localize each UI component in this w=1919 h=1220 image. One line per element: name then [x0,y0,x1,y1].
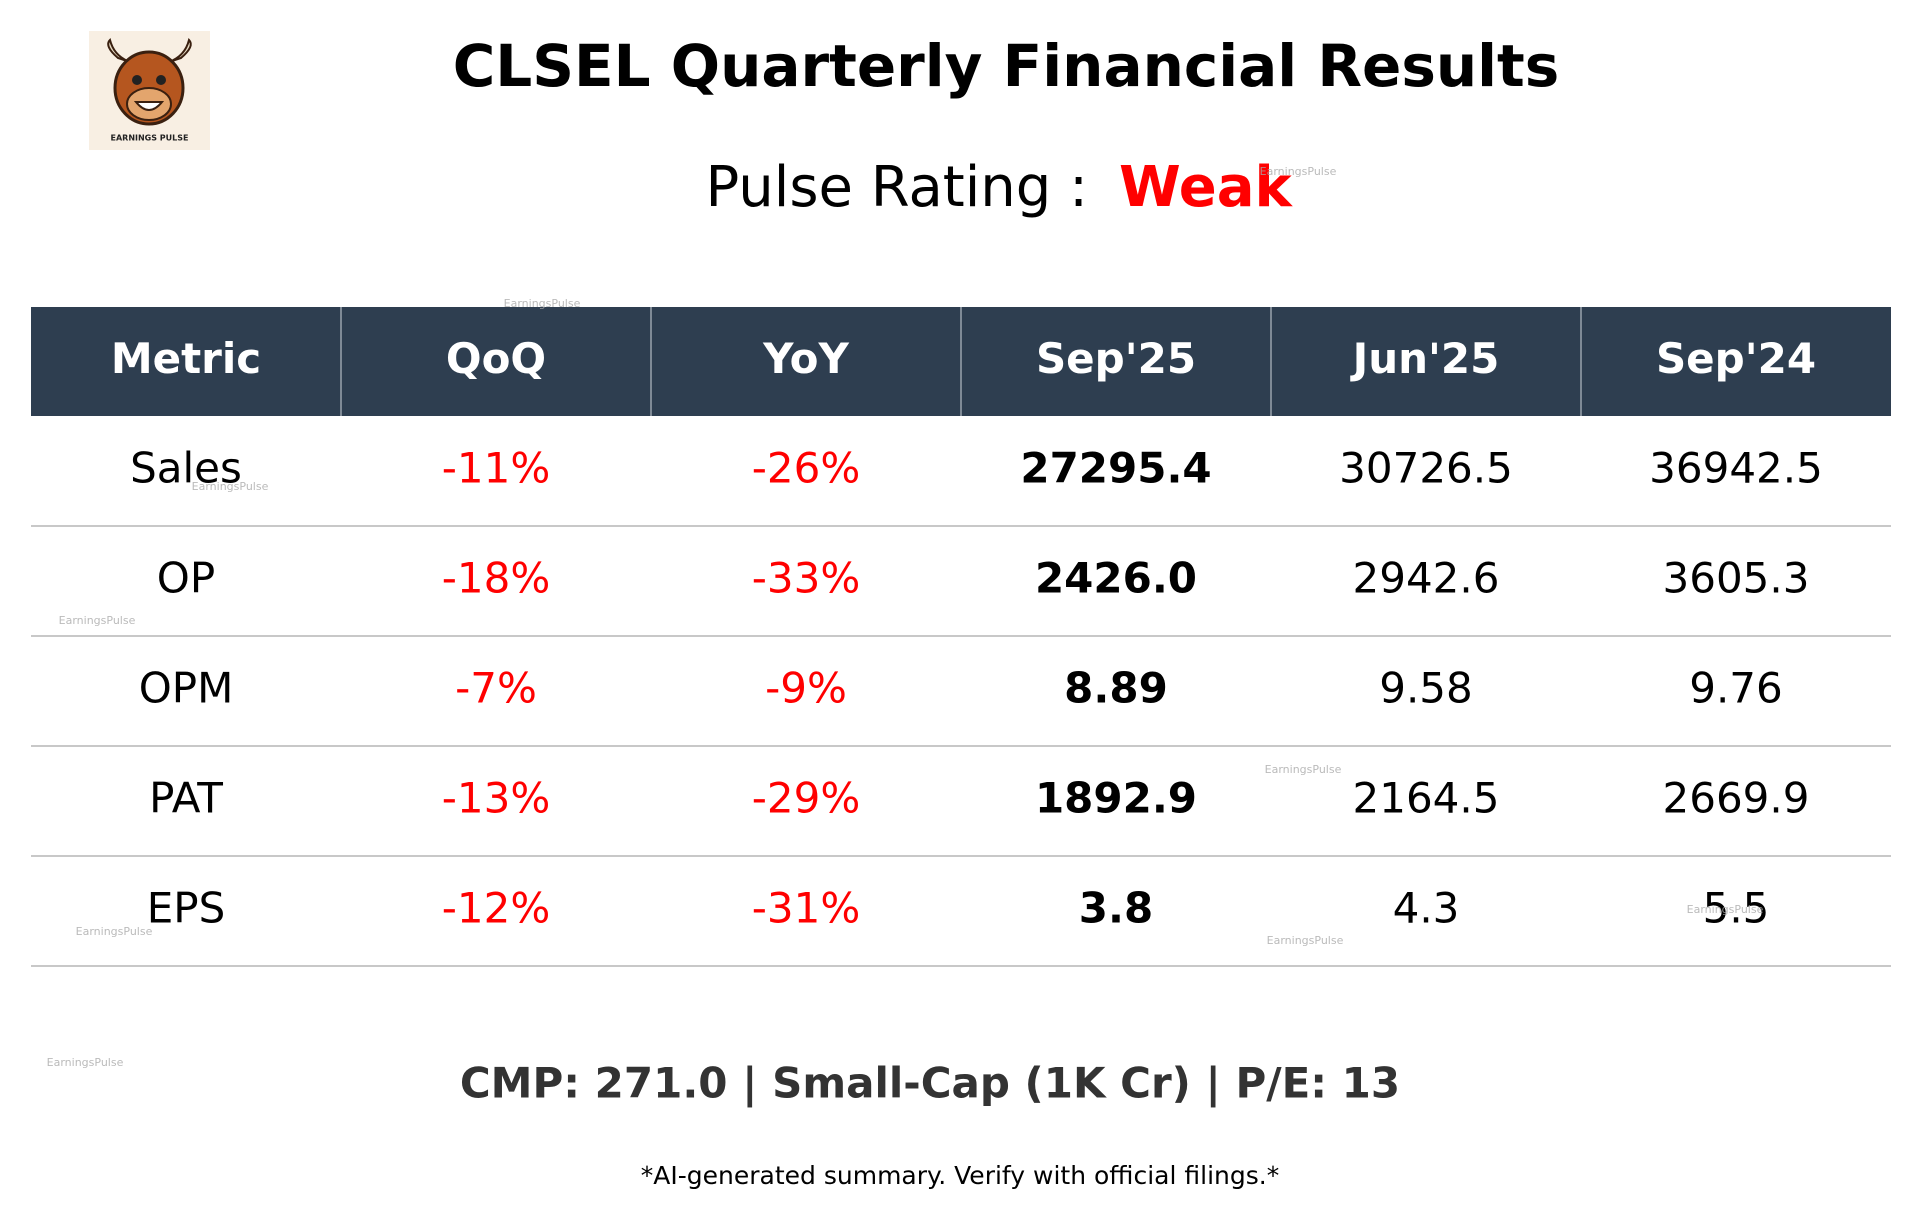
table-cell: 30726.5 [1339,444,1513,493]
table-cell: -13% [442,774,551,823]
table-cell: 2164.5 [1353,774,1500,823]
watermark: EarningsPulse [192,480,269,493]
table-cell: 4.3 [1393,884,1460,933]
column-header: Sep'24 [1656,334,1816,383]
table-cell: PAT [149,774,223,823]
table-cell: Sales [130,444,242,493]
watermark: EarningsPulse [504,297,581,310]
table-cell: 3605.3 [1663,554,1810,603]
table-cell: 9.76 [1689,664,1783,713]
column-header: Sep'25 [1036,334,1196,383]
rating-label: Pulse Rating : [706,155,1088,220]
logo-horn [168,38,192,63]
watermark: EarningsPulse [59,614,136,627]
table-cell: -31% [752,884,861,933]
column-header: YoY [762,334,849,383]
logo-eye [132,75,142,85]
watermarks: EarningsPulseEarningsPulseEarningsPulseE… [47,165,1764,1069]
watermark: EarningsPulse [76,925,153,938]
table-cell: OPM [139,664,234,713]
rating-value: Weak [1119,155,1294,220]
table-cell: 3.8 [1079,884,1153,933]
results-table: Metric QoQ YoY Sep'25 Jun'25 Sep'24 Sales -11% -… [31,307,1891,967]
logo-text: EARNINGS PULSE [111,134,189,143]
table-cell: -29% [752,774,861,823]
logo: EARNINGS PULSE [89,31,210,150]
table-cell: -9% [765,664,847,713]
watermark: EarningsPulse [1265,763,1342,776]
logo-eye [156,75,166,85]
table-cell: 8.89 [1064,664,1168,713]
logo-mouth [133,101,165,111]
column-header: Jun'25 [1350,334,1500,383]
table-cell: 36942.5 [1649,444,1823,493]
logo-horn [107,38,131,63]
watermark: EarningsPulse [47,1056,124,1069]
watermark: EarningsPulse [1687,903,1764,916]
table-cell: 2426.0 [1035,554,1197,603]
disclaimer: *AI-generated summary. Verify with offic… [641,1161,1279,1190]
table-cell: 2669.9 [1663,774,1810,823]
table-cell: -12% [442,884,551,933]
table-cell: -26% [752,444,861,493]
table-cell: -18% [442,554,551,603]
column-header: Metric [111,334,261,383]
watermark: EarningsPulse [1267,934,1344,947]
table-cell: -7% [455,664,537,713]
table-cell: EPS [147,884,226,933]
title: CLSEL Quarterly Financial Results [453,32,1560,100]
watermark: EarningsPulse [1260,165,1337,178]
table-cell: -33% [752,554,861,603]
table-cell: 1892.9 [1035,774,1197,823]
table-cell: 9.58 [1379,664,1473,713]
table-cell: -11% [442,444,551,493]
table-cell: 2942.6 [1353,554,1500,603]
table-cell: 5.5 [1703,884,1770,933]
table-cell: OP [157,554,215,603]
summary: CMP: 271.0 | Small-Cap (1K Cr) | P/E: 13 [460,1059,1400,1108]
table-cell: 27295.4 [1020,444,1211,493]
column-header: QoQ [446,334,546,383]
